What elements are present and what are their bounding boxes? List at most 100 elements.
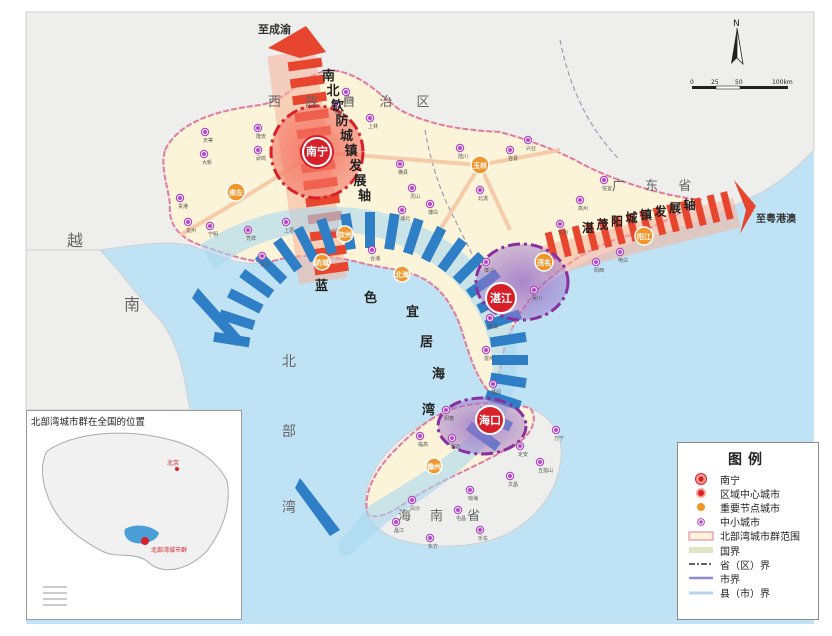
region-label-guangxi: 西 族 自 治 区 xyxy=(268,94,440,110)
small-town-dot xyxy=(444,408,448,412)
legend-item-municipal: 市界 xyxy=(678,571,818,586)
bay-stripe xyxy=(316,217,338,256)
node-legend-icon xyxy=(688,501,714,513)
axis-stripe xyxy=(287,57,323,72)
axis-label-char: 防 xyxy=(336,113,349,129)
small-town-dot xyxy=(428,536,432,540)
axis-label-char: 钦 xyxy=(330,98,344,114)
small-town-label: 马山 xyxy=(334,109,344,116)
axis-stripe xyxy=(679,200,694,230)
small-town-label: 宁明 xyxy=(208,231,218,238)
small-town-label: 高州 xyxy=(578,205,588,212)
small-town-dot xyxy=(334,102,338,106)
small-town-dot xyxy=(526,138,530,142)
city-label-danzhou: 儋州 xyxy=(427,462,441,471)
small-town-dot xyxy=(456,508,460,512)
legend-label: 县（市）界 xyxy=(720,589,770,601)
china-outline xyxy=(41,432,229,571)
small-town-dot xyxy=(398,162,402,166)
small-town-label: 贵港 xyxy=(178,203,188,210)
small-town-dot xyxy=(508,474,512,478)
small-town-label: 合浦 xyxy=(370,255,380,262)
node-cities xyxy=(226,155,654,475)
inset-title: 北部湾城市群在全国的位置 xyxy=(31,417,146,428)
axis-stripe xyxy=(289,74,325,89)
small-town-dot xyxy=(488,316,492,320)
small-town-dot xyxy=(484,260,488,264)
city-label-nanning: 南宁 xyxy=(306,144,328,158)
small-town-label: 文昌 xyxy=(508,481,518,488)
bay-stripe xyxy=(226,288,264,314)
small-town-label: 白沙 xyxy=(410,505,420,512)
small-town-label: 北流 xyxy=(478,195,488,202)
small-town-dot xyxy=(618,250,622,254)
legend-label: 南宁 xyxy=(720,475,740,487)
small-town-dot xyxy=(594,260,598,264)
bay-stripe xyxy=(402,217,424,256)
north-label: N xyxy=(733,19,740,29)
small-town-label: 遂溪 xyxy=(488,323,498,330)
small-town-label: 万宁 xyxy=(554,435,564,442)
region-label-guangdong: 广 东 省 xyxy=(612,179,699,194)
provincial-legend-icon xyxy=(688,558,714,570)
small-town-dot xyxy=(478,188,482,192)
axis-label-char: 镇 xyxy=(640,207,652,222)
legend: 图例 南宁 区域中心城市 重要节点城市 中小城市 北部湾城市群范围 国界 省（区）界 市界 县（… xyxy=(677,442,819,620)
small-town-dot xyxy=(284,220,288,224)
axis-label-char: 展 xyxy=(354,174,368,189)
axis-stripe xyxy=(652,206,667,236)
regional-legend-icon xyxy=(688,487,714,499)
beijing-label: 北京 xyxy=(167,459,179,467)
small-town-label: 东方 xyxy=(428,543,438,550)
beijing-marker xyxy=(175,467,179,471)
small-town-label: 阳西 xyxy=(594,267,604,274)
small-town-dot xyxy=(203,130,207,134)
axis-label-char: 居 xyxy=(420,335,433,350)
axis-label-char: 海 xyxy=(432,366,445,382)
small-town-label: 电白 xyxy=(618,257,628,264)
axis-label-char: 南 xyxy=(322,68,335,84)
axis-stripe xyxy=(571,225,586,255)
haikou-marker xyxy=(475,405,505,435)
small-town-dot xyxy=(186,220,190,224)
axis-label-char: 展 xyxy=(669,201,681,215)
city-label-haikou: 海口 xyxy=(479,413,501,427)
small-town-label: 龙州 xyxy=(186,227,196,234)
small-legend-icon xyxy=(688,516,714,528)
city-label-maoming: 茂名 xyxy=(537,258,551,267)
zhanmao-axis-stripes xyxy=(544,191,734,261)
region-label-hai: 海 xyxy=(398,509,411,524)
axis-label-char: 发 xyxy=(348,158,363,174)
east-arrow-head xyxy=(734,180,756,234)
small-town-dot xyxy=(410,186,414,190)
small-town-dot xyxy=(410,498,414,502)
small-town-dot xyxy=(554,428,558,432)
node-maoming xyxy=(534,252,554,272)
scale-tick-50: 50 xyxy=(735,79,743,86)
small-town-label: 昌江 xyxy=(394,527,404,534)
axis-stripe xyxy=(720,191,734,221)
small-town-label: 东兴 xyxy=(260,261,270,268)
legend-label: 国界 xyxy=(720,546,740,558)
capital-legend-icon xyxy=(688,473,714,486)
legend-label: 市界 xyxy=(720,574,740,586)
small-town-dot xyxy=(394,520,398,524)
small-town-label: 凭祥 xyxy=(246,235,256,242)
small-town-dot xyxy=(370,248,374,252)
region-label-gulf-2: 部 xyxy=(282,424,296,440)
region-label-vietnam-1: 越 xyxy=(67,231,83,250)
small-town-label: 兴业 xyxy=(526,145,536,152)
legend-item-node: 重要节点城市 xyxy=(678,500,818,515)
legend-item-county: 县（市）界 xyxy=(678,586,818,600)
small-town-label: 博白 xyxy=(428,209,438,216)
axis-stripe xyxy=(612,215,626,245)
axis-label-char: 茂 xyxy=(597,217,609,232)
scale-tick-0: 0 xyxy=(690,79,694,86)
node-qinzhou xyxy=(336,225,354,243)
south-sea-islands xyxy=(43,586,67,606)
city-label-chongzuo: 崇左 xyxy=(229,188,243,197)
bay-stripe xyxy=(420,225,447,263)
small-town-dot xyxy=(178,196,182,200)
